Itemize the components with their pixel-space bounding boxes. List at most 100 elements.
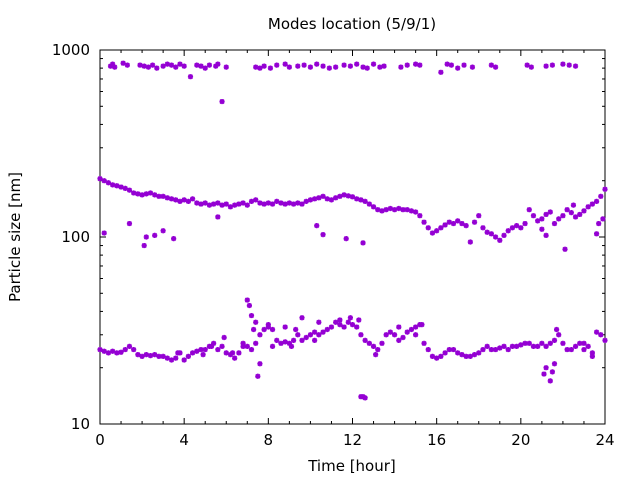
data-point (286, 340, 292, 346)
data-point (320, 231, 326, 238)
data-point (282, 324, 288, 330)
data-point (429, 353, 436, 359)
data-point (337, 193, 343, 199)
data-point (181, 357, 187, 363)
data-point (118, 349, 124, 355)
data-point (112, 64, 118, 70)
data-point (223, 350, 229, 356)
data-point (387, 329, 393, 335)
data-point (257, 361, 263, 367)
data-point (554, 326, 560, 333)
data-point (333, 319, 339, 325)
data-point (114, 183, 120, 189)
data-point (341, 324, 347, 330)
data-point (126, 220, 133, 227)
data-point (114, 350, 120, 356)
data-point (286, 64, 292, 70)
data-point (168, 62, 175, 68)
data-point (261, 201, 267, 207)
data-point (530, 213, 537, 219)
data-point (568, 210, 574, 216)
data-point (110, 348, 116, 354)
data-point (141, 242, 147, 249)
data-point (514, 223, 520, 229)
data-point (240, 200, 246, 206)
data-point (375, 346, 381, 353)
data-point (316, 195, 322, 201)
data-point (391, 207, 398, 213)
x-tick-label: 4 (179, 431, 189, 449)
data-point (467, 353, 473, 359)
data-point (501, 343, 507, 349)
data-point (240, 343, 246, 349)
data-point (404, 62, 410, 68)
data-point (312, 329, 318, 335)
data-point (282, 201, 288, 207)
data-point (528, 64, 534, 70)
data-point (236, 201, 242, 207)
data-point (358, 332, 364, 338)
data-point (246, 302, 252, 309)
data-point (549, 62, 555, 68)
data-point (530, 343, 537, 349)
data-point (360, 64, 366, 70)
data-point (400, 207, 406, 213)
data-point (202, 65, 208, 71)
data-point (562, 246, 568, 252)
data-point (461, 62, 467, 68)
data-point (526, 207, 532, 213)
data-point (366, 201, 372, 207)
data-point (362, 395, 368, 401)
data-point (497, 237, 503, 243)
data-point (413, 324, 419, 330)
data-point (560, 61, 566, 67)
data-point (145, 64, 151, 70)
data-point (303, 334, 309, 341)
data-point (572, 63, 579, 69)
data-point (202, 346, 208, 353)
data-point (173, 64, 179, 70)
data-point (535, 343, 541, 349)
data-point (593, 329, 600, 335)
data-point (326, 65, 332, 71)
data-point (215, 214, 221, 220)
data-point (152, 352, 158, 358)
data-point (101, 348, 107, 354)
data-point (469, 64, 476, 70)
data-point (244, 202, 250, 208)
data-point (156, 353, 162, 359)
data-point (364, 65, 370, 71)
data-point (171, 236, 177, 242)
data-point (219, 202, 225, 208)
data-point (320, 193, 326, 199)
data-point (514, 343, 520, 349)
data-point (501, 232, 507, 238)
data-point (600, 216, 606, 222)
data-point (267, 65, 274, 71)
data-point (105, 180, 112, 186)
data-point (312, 196, 318, 202)
data-point (345, 193, 351, 199)
data-point (253, 64, 259, 70)
data-point (543, 211, 549, 218)
x-tick-label: 12 (343, 431, 362, 449)
data-point (602, 337, 608, 343)
data-point (429, 230, 436, 236)
data-point (343, 236, 349, 242)
data-point (589, 201, 595, 207)
data-point (316, 332, 322, 338)
data-point (324, 196, 330, 202)
data-point (589, 353, 595, 359)
data-point (101, 178, 107, 184)
data-point (320, 329, 326, 335)
data-point (564, 346, 570, 353)
data-point (185, 353, 191, 359)
data-point (143, 234, 149, 240)
x-tick-label: 20 (511, 431, 530, 449)
data-point (543, 232, 549, 238)
data-point (459, 220, 465, 227)
data-point (570, 202, 577, 208)
data-point (377, 64, 383, 70)
data-point (261, 63, 267, 69)
y-axis-label: Particle size [nm] (6, 172, 24, 302)
